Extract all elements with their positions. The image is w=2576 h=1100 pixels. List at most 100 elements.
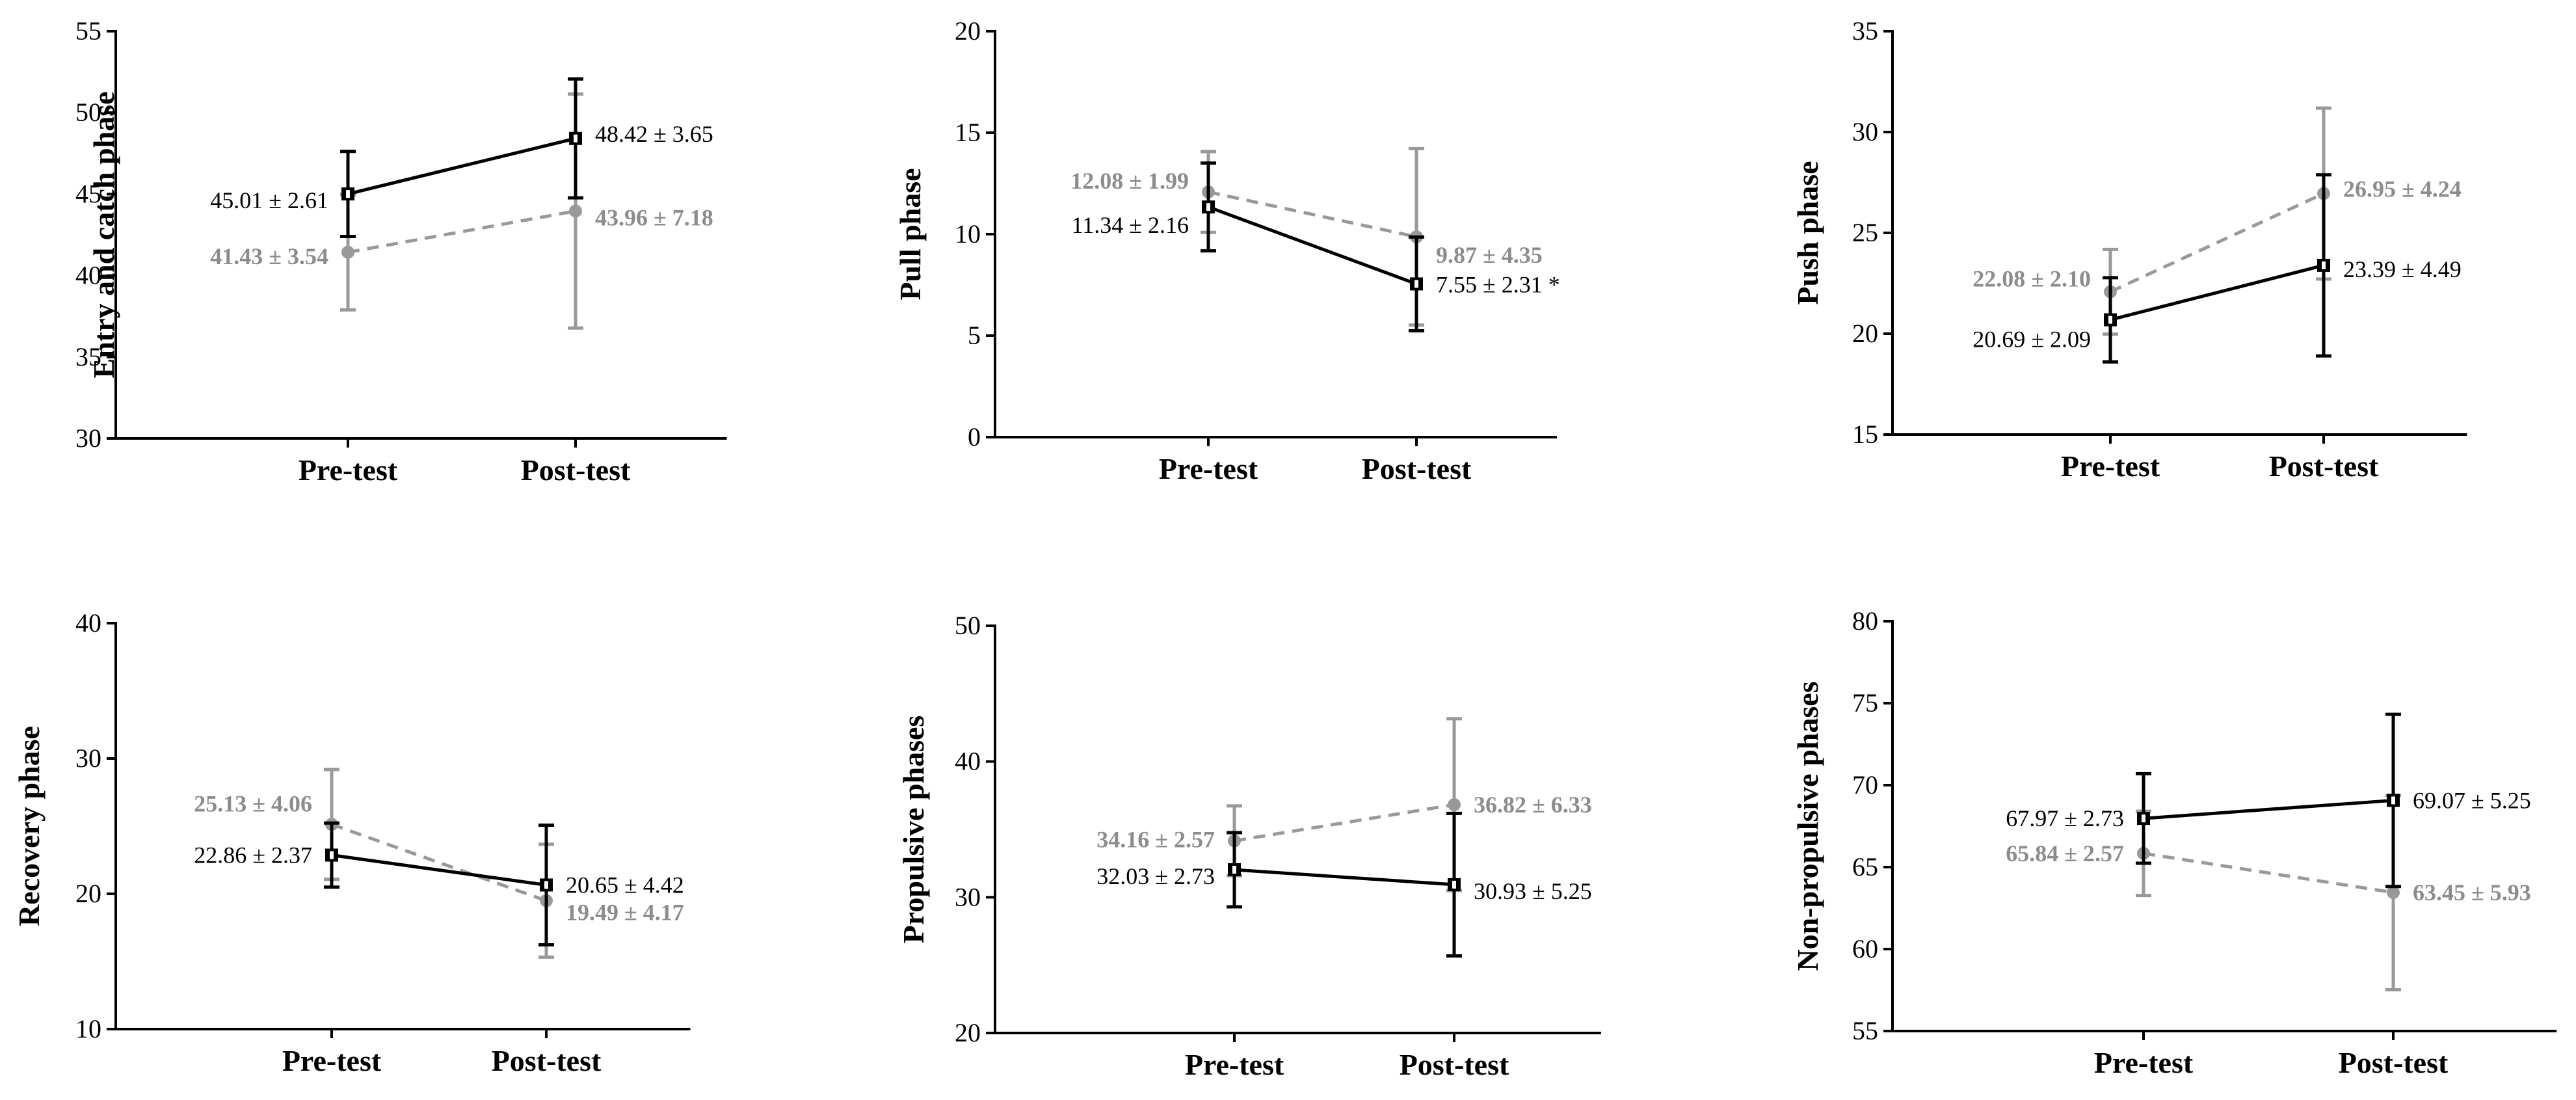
series-black: 22.86 ± 2.37 20.65 ± 4.42 xyxy=(194,821,684,946)
series-black: 20.69 ± 2.09 23.39 ± 4.49 xyxy=(1972,173,2462,364)
chart-panel: 30 35 40 45 50 55 Pre-test Post-test Entry and c… xyxy=(75,16,727,487)
data-point-circle xyxy=(341,245,354,259)
data-label: 9.87 ± 4.35 xyxy=(1436,242,1543,268)
series-gray: 22.08 ± 2.10 26.95 ± 4.24 xyxy=(1972,106,2462,336)
x-tick-label: Pre-test xyxy=(299,453,398,487)
chart-panel: 55 60 65 70 75 80 Pre-test Post-test Non-propuls… xyxy=(1791,606,2557,1079)
data-point-square-inner xyxy=(330,851,334,859)
series-gray: 41.43 ± 3.54 43.96 ± 7.18 xyxy=(210,92,713,330)
series-line xyxy=(2109,192,2325,293)
chart-panel: 15 20 25 30 35 Pre-test Post-test Push phase 22.… xyxy=(1791,16,2467,483)
data-point-square-inner xyxy=(2108,315,2112,324)
y-tick-label: 50 xyxy=(955,611,981,640)
data-point-square-inner xyxy=(544,881,548,889)
series-black: 45.01 ± 2.61 48.42 ± 3.65 xyxy=(210,77,713,239)
y-axis-label: Pull phase xyxy=(894,168,927,300)
data-label: 22.86 ± 2.37 xyxy=(194,842,312,868)
y-tick-label: 30 xyxy=(75,744,101,773)
y-tick-label: 55 xyxy=(1852,1016,1878,1045)
y-tick-label: 70 xyxy=(1852,770,1878,799)
data-point-square-inner xyxy=(574,134,578,142)
data-label: 7.55 ± 2.31 * xyxy=(1436,271,1560,297)
y-tick-label: 25 xyxy=(1852,218,1878,247)
data-point-square-inner xyxy=(2322,261,2326,269)
data-point-square-inner xyxy=(2142,814,2145,823)
chart-panel: 20 30 40 50 Pre-test Post-test Propulsive phas… xyxy=(897,611,1601,1081)
y-axis-label: Propulsive phases xyxy=(897,716,930,944)
y-tick-label: 30 xyxy=(1852,117,1878,146)
y-tick-label: 10 xyxy=(75,1014,101,1043)
y-tick-label: 50 xyxy=(75,98,101,127)
data-label: 23.39 ± 4.49 xyxy=(2343,256,2462,282)
x-tick-label: Pre-test xyxy=(1159,452,1258,485)
y-axis-label: Push phase xyxy=(1791,161,1824,304)
y-tick-label: 35 xyxy=(75,342,101,371)
series-line xyxy=(2110,263,2324,322)
series-black: 32.03 ± 2.73 30.93 ± 5.25 xyxy=(1096,811,1592,958)
x-tick-label: Post-test xyxy=(2339,1046,2449,1079)
data-label: 11.34 ± 2.16 xyxy=(1072,212,1189,238)
data-point-circle xyxy=(569,204,582,218)
x-tick-label: Pre-test xyxy=(282,1044,382,1077)
data-label: 12.08 ± 1.99 xyxy=(1070,168,1189,194)
data-label: 45.01 ± 2.61 xyxy=(210,187,328,213)
y-tick-label: 20 xyxy=(955,1018,981,1047)
series-line xyxy=(347,209,576,254)
y-tick-label: 20 xyxy=(1852,319,1878,348)
x-tick-label: Post-test xyxy=(1400,1048,1509,1081)
series-black: 67.97 ± 2.73 69.07 ± 5.25 xyxy=(2006,712,2531,889)
data-label: 25.13 ± 4.06 xyxy=(194,790,312,816)
y-tick-label: 45 xyxy=(75,179,101,208)
data-point-square-inner xyxy=(2391,796,2395,805)
data-label: 34.16 ± 2.57 xyxy=(1096,827,1215,853)
x-tick-label: Post-test xyxy=(2269,449,2379,483)
y-tick-label: 0 xyxy=(968,422,981,451)
data-label: 65.84 ± 2.57 xyxy=(2006,840,2124,866)
y-tick-label: 65 xyxy=(1852,852,1878,881)
data-label: 20.65 ± 4.42 xyxy=(566,872,684,898)
data-point-square-inner xyxy=(1414,280,1418,288)
y-tick-label: 80 xyxy=(1852,606,1878,636)
y-tick-label: 40 xyxy=(955,747,981,776)
series-line xyxy=(347,137,576,196)
series-line xyxy=(1234,803,1455,842)
y-axis-label: Entry and catch phase xyxy=(87,92,120,379)
y-tick-label: 55 xyxy=(75,16,101,46)
y-tick-label: 10 xyxy=(955,219,981,248)
data-label: 19.49 ± 4.17 xyxy=(566,900,684,926)
data-point-square-inner xyxy=(1206,203,1210,211)
x-tick-label: Pre-test xyxy=(2094,1046,2194,1079)
data-label: 20.69 ± 2.09 xyxy=(1972,327,2091,353)
y-tick-label: 30 xyxy=(75,423,101,453)
chart-panel: 10 20 30 40 Pre-test Post-test Recovery phase 2… xyxy=(12,608,691,1077)
data-label: 43.96 ± 7.18 xyxy=(595,204,713,230)
data-label: 69.07 ± 5.25 xyxy=(2413,787,2531,813)
series-line xyxy=(1234,868,1455,887)
y-tick-label: 15 xyxy=(955,118,981,147)
data-label: 67.97 ± 2.73 xyxy=(2006,805,2124,831)
data-point-square-inner xyxy=(1452,880,1456,889)
data-label: 30.93 ± 5.25 xyxy=(1474,878,1592,904)
y-tick-label: 60 xyxy=(1852,934,1878,963)
y-tick-label: 75 xyxy=(1852,688,1878,718)
y-tick-label: 35 xyxy=(1852,16,1878,46)
data-label: 36.82 ± 6.33 xyxy=(1474,792,1592,818)
x-tick-label: Pre-test xyxy=(2061,449,2160,483)
data-point-circle xyxy=(1448,798,1461,812)
y-axis-label: Recovery phase xyxy=(12,726,46,926)
data-label: 48.42 ± 3.65 xyxy=(595,121,713,147)
x-tick-label: Post-test xyxy=(1362,452,1472,485)
x-tick-label: Pre-test xyxy=(1185,1048,1284,1081)
series-line xyxy=(2143,852,2394,894)
series-line xyxy=(1208,205,1417,286)
y-tick-label: 20 xyxy=(75,879,101,908)
y-tick-label: 20 xyxy=(955,16,981,46)
data-label: 26.95 ± 4.24 xyxy=(2343,176,2462,202)
y-tick-label: 40 xyxy=(75,608,101,637)
data-point-square-inner xyxy=(1232,865,1236,874)
data-label: 41.43 ± 3.54 xyxy=(210,243,328,269)
chart-panel: 0 5 10 15 20 Pre-test Post-test Pull phase 12.08… xyxy=(894,16,1560,485)
series-line xyxy=(331,822,547,902)
y-tick-label: 5 xyxy=(968,321,981,350)
